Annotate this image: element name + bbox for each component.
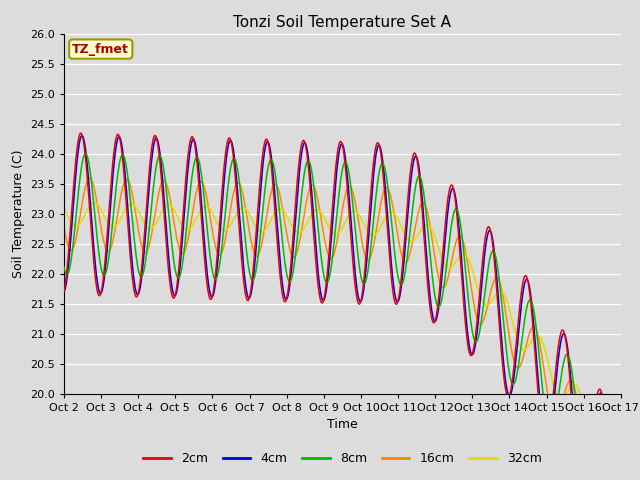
32cm: [371, 232, 379, 238]
8cm: [359, 280, 367, 286]
2cm: [60, 288, 68, 294]
Y-axis label: Soil Temperature (C): Soil Temperature (C): [12, 149, 24, 278]
Text: TZ_fmet: TZ_fmet: [72, 43, 129, 56]
32cm: [617, 460, 625, 466]
Line: 8cm: 8cm: [64, 154, 621, 480]
2cm: [568, 400, 575, 406]
2cm: [216, 222, 223, 228]
4cm: [60, 289, 68, 295]
4cm: [78, 133, 86, 139]
Line: 16cm: 16cm: [64, 178, 621, 480]
32cm: [216, 224, 223, 230]
8cm: [216, 263, 223, 268]
4cm: [371, 161, 379, 167]
8cm: [60, 264, 68, 270]
8cm: [504, 364, 512, 370]
32cm: [568, 383, 575, 389]
Line: 4cm: 4cm: [64, 136, 621, 480]
4cm: [504, 392, 512, 397]
4cm: [568, 387, 575, 393]
4cm: [359, 293, 367, 299]
Line: 2cm: 2cm: [64, 133, 621, 480]
2cm: [77, 130, 84, 136]
8cm: [81, 151, 89, 156]
2cm: [584, 475, 591, 480]
32cm: [60, 206, 68, 212]
2cm: [371, 150, 379, 156]
2cm: [504, 394, 512, 399]
8cm: [568, 368, 575, 373]
2cm: [359, 288, 367, 294]
16cm: [86, 175, 93, 181]
4cm: [216, 238, 223, 243]
32cm: [90, 200, 98, 205]
16cm: [568, 379, 575, 384]
16cm: [216, 252, 223, 258]
32cm: [584, 421, 591, 427]
16cm: [504, 328, 512, 334]
Title: Tonzi Soil Temperature Set A: Tonzi Soil Temperature Set A: [234, 15, 451, 30]
X-axis label: Time: Time: [327, 418, 358, 431]
32cm: [504, 303, 512, 309]
16cm: [584, 458, 591, 464]
16cm: [371, 236, 379, 242]
Legend: 2cm, 4cm, 8cm, 16cm, 32cm: 2cm, 4cm, 8cm, 16cm, 32cm: [138, 447, 547, 470]
16cm: [359, 242, 367, 248]
32cm: [359, 219, 367, 225]
Line: 32cm: 32cm: [64, 203, 621, 463]
16cm: [60, 224, 68, 230]
8cm: [371, 205, 379, 211]
